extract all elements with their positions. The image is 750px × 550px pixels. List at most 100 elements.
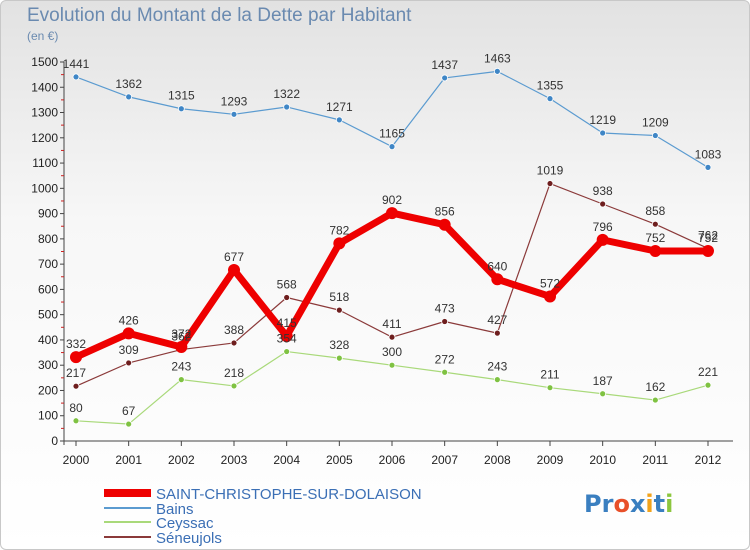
data-label: 221: [698, 365, 718, 379]
data-label: 354: [277, 332, 297, 346]
data-label: 411: [382, 317, 401, 331]
data-point: [333, 237, 346, 250]
data-point: [283, 348, 291, 355]
y-tick-label: 1300: [31, 106, 58, 120]
data-label: 1209: [642, 116, 669, 130]
data-label: 1219: [589, 113, 616, 127]
data-point: [125, 93, 133, 101]
y-tick-label: 1500: [31, 55, 58, 69]
data-label: 332: [66, 337, 86, 351]
data-label: 218: [224, 366, 244, 380]
data-point: [651, 132, 659, 139]
data-label: 243: [487, 360, 507, 374]
data-point: [125, 420, 133, 428]
data-point: [388, 333, 396, 341]
data-label: 473: [435, 301, 455, 315]
data-label: 67: [122, 404, 136, 418]
data-point: [283, 103, 291, 111]
data-label: 162: [645, 380, 665, 394]
x-tick-label: 2012: [695, 453, 722, 467]
data-point: [386, 207, 398, 220]
x-tick-label: 2000: [63, 453, 90, 467]
data-label: 858: [645, 204, 665, 218]
data-label: 518: [329, 290, 349, 304]
x-tick-label: 2005: [326, 453, 353, 467]
data-point: [438, 218, 451, 231]
y-tick-label: 1200: [31, 131, 58, 145]
x-tick-label: 2003: [221, 453, 248, 467]
data-label: 572: [540, 276, 560, 290]
data-point: [70, 351, 82, 364]
data-point: [177, 376, 185, 384]
data-point: [599, 129, 607, 137]
chart-unit: (en €): [27, 29, 59, 43]
data-point: [651, 396, 659, 404]
data-point: [702, 244, 714, 257]
data-point: [125, 359, 133, 367]
data-label: 856: [435, 205, 455, 219]
data-label: 1437: [431, 58, 458, 72]
data-point: [72, 417, 80, 425]
data-point: [546, 384, 554, 392]
y-tick-label: 200: [38, 383, 58, 397]
legend-label: Séneujols: [156, 530, 222, 547]
data-point: [546, 95, 554, 103]
x-tick-label: 2006: [379, 453, 406, 467]
legend-label: Bains: [156, 501, 194, 518]
x-tick-label: 2011: [642, 453, 668, 467]
data-point: [280, 330, 293, 343]
data-label: 80: [69, 401, 83, 415]
data-label: 415: [277, 316, 297, 330]
data-point: [283, 294, 291, 301]
data-label: 211: [540, 368, 559, 382]
data-label: 187: [593, 374, 613, 388]
y-tick-label: 600: [38, 282, 58, 296]
data-point: [335, 116, 343, 124]
data-point: [493, 376, 501, 384]
y-tick-label: 400: [38, 333, 58, 347]
chart-title: Evolution du Montant de la Dette par Hab…: [27, 5, 412, 26]
data-label: 1083: [695, 147, 722, 161]
data-point: [546, 180, 554, 187]
data-point: [175, 341, 188, 354]
data-label: 1293: [221, 94, 248, 108]
data-label: 752: [645, 231, 665, 245]
data-label: 362: [171, 330, 191, 344]
x-tick-label: 2008: [484, 453, 511, 467]
data-label: 1165: [379, 127, 405, 141]
data-label: 388: [224, 323, 244, 337]
data-label: 1463: [484, 51, 511, 65]
data-label: 782: [329, 223, 349, 237]
data-point: [228, 263, 240, 276]
data-label: 427: [487, 313, 507, 327]
data-label: 796: [593, 220, 613, 234]
data-point: [599, 200, 607, 208]
data-point: [704, 163, 712, 171]
data-label: 372: [171, 327, 191, 341]
data-label: 902: [382, 193, 402, 207]
data-point: [72, 73, 80, 81]
data-point: [335, 354, 343, 362]
data-point: [544, 290, 556, 303]
data-point: [72, 382, 80, 390]
data-label: 243: [171, 360, 191, 374]
data-point: [493, 329, 501, 337]
data-point: [599, 390, 607, 398]
data-point: [441, 318, 449, 325]
x-tick-label: 2010: [589, 453, 616, 467]
y-tick-label: 100: [38, 409, 58, 423]
y-tick-label: 300: [38, 358, 58, 372]
data-point: [388, 143, 396, 151]
data-label: 328: [329, 338, 349, 352]
data-label: 1362: [115, 77, 142, 91]
data-label: 938: [593, 184, 613, 198]
data-point: [493, 67, 501, 75]
x-tick-label: 2009: [537, 453, 564, 467]
data-label: 1441: [63, 57, 90, 71]
data-point: [704, 381, 712, 389]
data-point: [491, 273, 504, 286]
y-tick-label: 800: [38, 232, 58, 246]
x-tick-label: 2001: [115, 453, 142, 467]
